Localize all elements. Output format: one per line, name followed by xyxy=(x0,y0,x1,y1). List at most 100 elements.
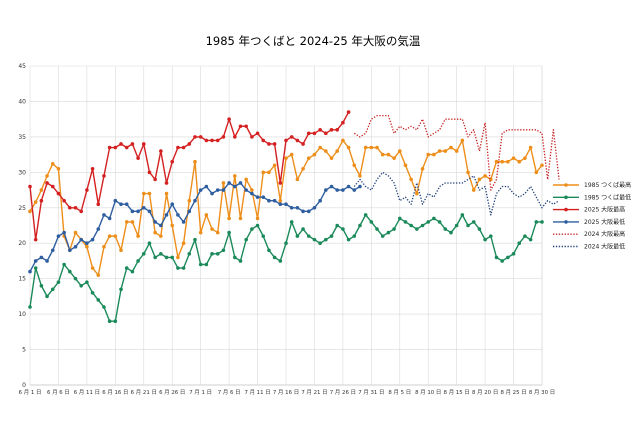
data-point xyxy=(107,216,112,221)
legend-marker xyxy=(564,183,568,187)
data-point xyxy=(375,227,379,231)
legend-marker xyxy=(564,207,568,212)
y-tick-label: 25 xyxy=(18,205,26,212)
data-point xyxy=(227,230,231,235)
data-point xyxy=(506,159,510,164)
data-point xyxy=(124,220,129,224)
data-point xyxy=(272,142,277,146)
data-point xyxy=(306,131,311,136)
data-point xyxy=(198,135,203,139)
data-point xyxy=(306,156,311,160)
data-point xyxy=(85,241,89,246)
data-point xyxy=(386,230,391,235)
data-point xyxy=(432,216,436,221)
x-tick-label: 6 月 11 日 xyxy=(74,389,100,396)
data-point xyxy=(397,216,402,221)
data-point xyxy=(301,142,305,146)
data-point xyxy=(215,188,220,192)
data-point xyxy=(489,234,493,238)
data-point xyxy=(312,152,317,157)
data-point xyxy=(483,237,487,242)
data-point xyxy=(50,162,55,166)
data-point xyxy=(233,255,237,260)
data-point xyxy=(301,166,305,171)
data-point xyxy=(39,283,44,288)
series-line-4 xyxy=(353,114,560,191)
data-point xyxy=(477,227,482,231)
data-point xyxy=(284,202,288,207)
data-point xyxy=(403,220,408,224)
data-point xyxy=(244,124,248,129)
data-point xyxy=(460,138,465,143)
data-point xyxy=(62,262,66,267)
data-point xyxy=(306,234,311,238)
x-tick-label: 6 月 16 日 xyxy=(102,389,128,396)
data-point xyxy=(210,191,214,196)
data-point xyxy=(141,142,146,146)
data-point xyxy=(141,252,146,256)
data-point xyxy=(352,234,357,238)
data-point xyxy=(534,170,539,175)
data-point xyxy=(130,142,135,146)
data-point xyxy=(494,255,499,260)
data-point xyxy=(50,248,55,253)
data-point xyxy=(312,237,317,242)
data-point xyxy=(267,248,271,253)
data-point xyxy=(426,220,431,224)
data-point xyxy=(255,131,260,136)
data-point xyxy=(318,128,322,132)
data-point xyxy=(261,234,266,238)
data-point xyxy=(500,159,504,164)
data-point xyxy=(119,248,123,253)
data-point xyxy=(187,252,192,256)
data-point xyxy=(85,280,89,285)
data-point xyxy=(341,188,345,192)
data-point xyxy=(426,152,431,157)
data-point xyxy=(73,230,78,235)
data-point xyxy=(181,266,186,270)
y-tick-label: 20 xyxy=(18,240,26,247)
data-point xyxy=(170,202,175,207)
data-point xyxy=(238,216,243,221)
data-point xyxy=(261,170,266,175)
data-point xyxy=(33,237,38,242)
data-point xyxy=(255,195,260,199)
data-point xyxy=(261,138,266,143)
data-point xyxy=(176,255,180,260)
data-point xyxy=(506,255,510,260)
data-point xyxy=(136,209,140,214)
data-point xyxy=(210,227,214,231)
data-point xyxy=(289,205,294,210)
data-point xyxy=(96,227,101,231)
y-tick-label: 0 xyxy=(22,382,26,389)
data-point xyxy=(301,227,305,231)
data-point xyxy=(238,124,243,129)
x-tick-label: 6 月 26 日 xyxy=(159,389,185,396)
data-point xyxy=(221,248,226,253)
data-point xyxy=(380,234,385,238)
x-tick-label: 7 月 11 日 xyxy=(244,389,270,396)
data-point xyxy=(454,223,459,228)
data-point xyxy=(33,200,38,204)
data-point xyxy=(409,223,413,228)
data-point xyxy=(28,209,32,214)
data-point xyxy=(68,205,72,210)
data-point xyxy=(324,131,328,136)
legend-entry: 1985 つくば最低 xyxy=(584,193,631,201)
data-point xyxy=(250,227,254,231)
data-point xyxy=(45,174,49,178)
data-point xyxy=(45,181,49,185)
data-point xyxy=(73,276,78,281)
data-point xyxy=(85,244,89,249)
data-point xyxy=(50,287,55,292)
data-point xyxy=(204,184,209,189)
data-point xyxy=(363,213,368,217)
data-point xyxy=(176,213,180,217)
data-point xyxy=(392,156,396,160)
data-point xyxy=(369,220,374,224)
data-point xyxy=(113,198,118,203)
data-point xyxy=(119,287,123,292)
data-point xyxy=(176,145,180,150)
data-point xyxy=(466,170,470,175)
